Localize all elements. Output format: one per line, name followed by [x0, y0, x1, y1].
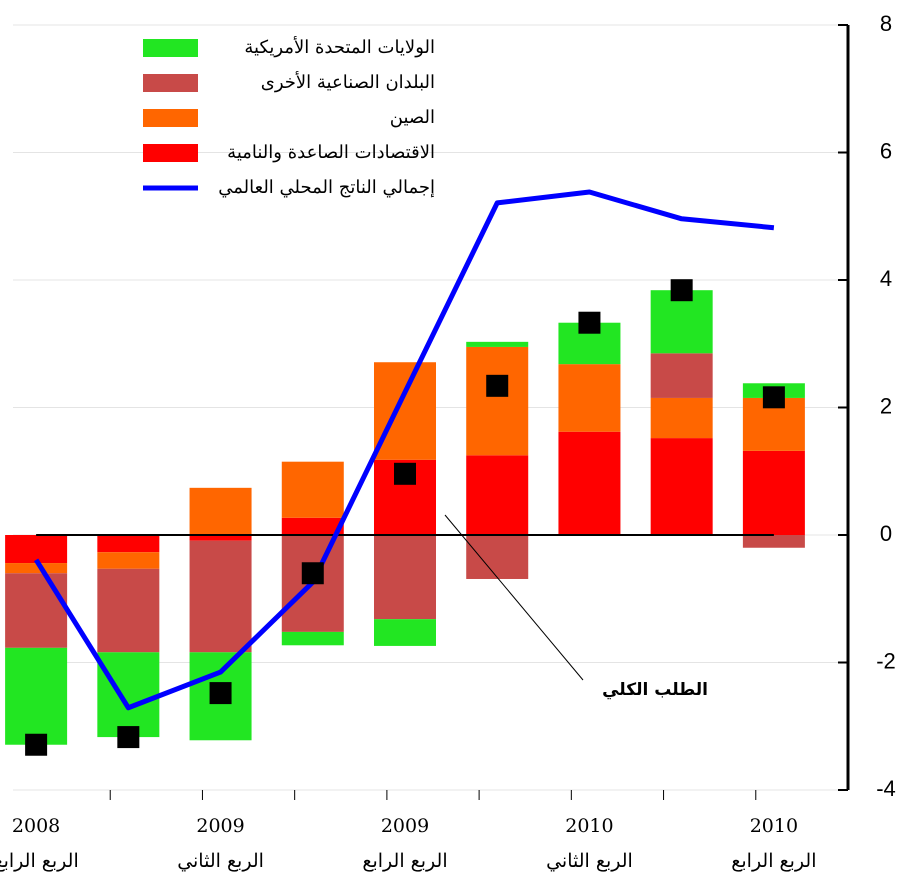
total-demand-marker	[301, 562, 324, 585]
bar-segment	[97, 552, 160, 569]
bar-segment	[5, 563, 68, 574]
bar-segment	[97, 652, 160, 738]
bars	[5, 290, 805, 745]
legend-swatch	[143, 109, 198, 127]
total-demand-marker	[762, 386, 785, 409]
bar-segment	[374, 362, 436, 460]
legend-swatch	[143, 144, 198, 162]
total-demand-marker	[25, 733, 48, 756]
bar-segment	[558, 431, 621, 535]
total-demand-marker	[117, 726, 140, 749]
total-demand-marker	[486, 374, 509, 397]
legend-label: الاقتصادات الصاعدة والنامية	[227, 142, 435, 163]
y-tick-label: 8	[880, 11, 892, 36]
x-tick-label: 2010	[750, 815, 798, 837]
x-tick-label: 2009	[196, 815, 244, 837]
bar-segment	[97, 568, 160, 653]
bar-segment	[466, 346, 529, 456]
bar-segment	[650, 438, 713, 535]
bar-segment	[97, 535, 160, 553]
bar-segment	[5, 573, 68, 648]
total-demand-marker	[578, 311, 601, 334]
annotation: الطلب الكلي	[602, 680, 708, 700]
bar-segment	[374, 619, 436, 646]
x-tick-label: 2008	[12, 815, 60, 837]
legend-swatch	[143, 74, 198, 92]
bar-segment	[558, 364, 621, 432]
y-tick-label: 0	[880, 521, 892, 546]
x-tick-sublabel: الربع الثاني	[177, 850, 264, 872]
bar-segment	[281, 461, 344, 518]
bar-segment	[650, 353, 713, 398]
legend-label: الولايات المتحدة الأمريكية	[244, 35, 435, 58]
bar-segment	[374, 535, 436, 620]
x-tick-label: 2009	[381, 815, 429, 837]
y-tick-label: 4	[880, 266, 892, 291]
bar-segment	[5, 535, 68, 564]
x-tick-sublabel: الربع الرابع	[0, 850, 79, 872]
x-tick-sublabel: الربع الرابع	[362, 850, 447, 872]
bar-segment	[5, 647, 68, 745]
y-tick-label: 6	[880, 138, 892, 163]
legend-label: إجمالي الناتج المحلي العالمي	[218, 177, 435, 198]
bar-segment	[466, 341, 529, 347]
bar-segment	[742, 450, 805, 535]
bar-segment	[742, 535, 805, 548]
y-tick-label: -4	[876, 776, 896, 801]
x-tick-sublabel: الربع الثاني	[546, 850, 633, 872]
total-demand-marker	[670, 279, 693, 302]
bar-segment	[189, 535, 252, 541]
total-demand-marker	[394, 462, 416, 485]
total-demand-marker	[209, 682, 232, 705]
legend-label: الصين	[390, 107, 435, 128]
gdp-line	[33, 189, 775, 711]
bar-segment	[466, 535, 529, 579]
bar-segment	[466, 455, 529, 535]
y-tick-label: -2	[876, 648, 896, 673]
legend-label: البلدان الصناعية الأخرى	[261, 70, 435, 93]
overlay: 8 6 4 2 0 -2 -4 2008 الربع الرابع 2009 الربع الثان…	[0, 11, 896, 872]
bar-segment	[281, 517, 344, 535]
annotation-leader	[444, 514, 584, 681]
y-tick-label: 2	[880, 393, 892, 418]
bar-segment	[189, 487, 252, 535]
bar-segment	[650, 397, 713, 439]
x-tick-sublabel: الربع الرابع	[731, 850, 816, 872]
x-tick-label: 2010	[565, 815, 613, 837]
legend-swatch	[143, 39, 198, 57]
bar-segment	[189, 540, 252, 653]
bar-segment	[281, 631, 344, 646]
